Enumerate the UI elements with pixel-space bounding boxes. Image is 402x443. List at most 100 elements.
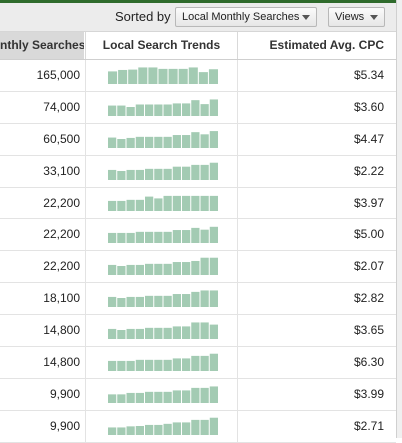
trend-bar	[163, 104, 172, 116]
estimated-avg-cpc-cell: $5.34	[353, 68, 384, 82]
table-row[interactable]: 165,000 $5.34	[0, 60, 396, 92]
trend-bar	[172, 422, 181, 435]
trend-bar	[117, 360, 126, 371]
table-row[interactable]: 60,500 $4.47	[0, 123, 396, 156]
trend-sparkline	[108, 417, 218, 435]
local-monthly-searches-cell: 60,500	[43, 131, 80, 146]
column-header-local-search-trends[interactable]: Local Search Trends	[85, 32, 238, 59]
local-monthly-searches-cell: 18,100	[43, 291, 80, 306]
local-monthly-searches-cell: 9,900	[49, 418, 80, 433]
table-row[interactable]: 14,800 $3.65	[0, 315, 396, 348]
trend-bar	[145, 424, 154, 435]
local-search-trends-cell	[85, 251, 238, 283]
column-header-estimated-avg-cpc[interactable]: Estimated Avg. CPC	[269, 38, 384, 52]
trend-bar	[108, 265, 117, 276]
trend-bar	[209, 353, 218, 371]
trend-bar	[172, 134, 181, 148]
column-header-local-monthly-searches[interactable]: nthly Searches	[0, 32, 84, 59]
vertical-scrollbar[interactable]	[396, 0, 402, 438]
local-monthly-searches-cell: 22,200	[43, 195, 80, 210]
local-search-trends-cell	[85, 91, 238, 123]
trend-bar	[172, 103, 181, 116]
trend-bar	[117, 298, 126, 308]
estimated-avg-cpc-cell: $4.47	[353, 131, 384, 146]
trend-bar	[126, 392, 135, 403]
trend-bar	[135, 425, 144, 435]
trend-bar	[135, 265, 144, 276]
trend-bar	[108, 328, 117, 340]
sort-dropdown[interactable]: Local Monthly Searches	[175, 7, 317, 27]
trend-bar	[182, 166, 191, 180]
trend-bar	[191, 131, 200, 148]
trend-bar	[135, 200, 144, 212]
trend-bar	[108, 427, 117, 435]
trend-sparkline	[108, 322, 218, 340]
local-search-trends-cell	[85, 283, 238, 315]
trend-bar	[154, 232, 163, 244]
trend-bar	[135, 136, 144, 148]
trend-bar	[178, 68, 188, 84]
trend-bar	[126, 426, 135, 435]
local-monthly-searches-cell: 33,100	[43, 163, 80, 178]
estimated-avg-cpc-cell: $3.97	[353, 195, 384, 210]
trend-bar	[163, 295, 172, 308]
trend-bar	[172, 390, 181, 403]
trend-bar	[154, 104, 163, 116]
table-row[interactable]: 22,200 $2.07	[0, 251, 396, 284]
local-search-trends-cell	[85, 155, 238, 187]
table-row[interactable]: 22,200 $3.97	[0, 187, 396, 220]
trend-bar	[135, 359, 144, 371]
table-row[interactable]: 22,200 $5.00	[0, 219, 396, 252]
trend-sparkline	[108, 162, 218, 180]
trend-bar	[191, 355, 200, 371]
trend-bar	[126, 200, 135, 212]
table-row[interactable]: 14,800 $6.30	[0, 347, 396, 379]
trend-bar	[108, 105, 117, 116]
trend-bar	[117, 201, 126, 212]
local-monthly-searches-cell: 165,000	[36, 68, 80, 82]
trend-bar	[172, 196, 181, 212]
trend-bar	[126, 328, 135, 340]
table-row[interactable]: 33,100 $2.22	[0, 155, 396, 188]
views-dropdown[interactable]: Views	[328, 7, 385, 27]
trend-bar	[145, 232, 154, 244]
trend-bar	[209, 324, 218, 340]
estimated-avg-cpc-cell: $3.99	[353, 386, 384, 401]
trend-bar	[172, 166, 181, 180]
trend-bar	[108, 394, 117, 403]
local-search-trends-cell	[85, 123, 238, 155]
estimated-avg-cpc-cell: $2.71	[353, 418, 384, 433]
trend-bar	[163, 264, 172, 276]
local-search-trends-cell	[85, 219, 238, 251]
trend-bar	[200, 257, 209, 276]
table-row[interactable]: 9,900 $3.99	[0, 378, 396, 411]
trend-bar	[126, 360, 135, 371]
trend-bar	[117, 427, 126, 435]
trend-bar	[182, 103, 191, 116]
trend-bar	[182, 262, 191, 276]
trend-bar	[209, 257, 218, 276]
table-row[interactable]: 18,100 $2.82	[0, 283, 396, 316]
trend-bar	[145, 327, 154, 340]
trend-sparkline	[108, 386, 218, 403]
table-row[interactable]: 74,000 $3.60	[0, 91, 396, 124]
trend-bar	[209, 386, 218, 403]
trend-bar	[145, 264, 154, 276]
trend-bar	[108, 297, 117, 308]
estimated-avg-cpc-cell: $5.00	[353, 227, 384, 242]
trend-bar	[126, 297, 135, 308]
local-monthly-searches-cell: 74,000	[43, 99, 80, 114]
trend-bar	[145, 168, 154, 180]
estimated-avg-cpc-cell: $2.22	[353, 163, 384, 178]
estimated-avg-cpc-cell: $6.30	[353, 355, 384, 370]
trend-bar	[168, 68, 178, 84]
trend-bar	[135, 392, 144, 403]
trend-bar	[191, 261, 200, 276]
trend-bar	[145, 104, 154, 116]
trend-bar	[163, 359, 172, 371]
trend-bar	[182, 422, 191, 435]
trend-bar	[148, 67, 158, 84]
trend-bar	[200, 387, 209, 403]
trend-bar	[200, 103, 209, 116]
estimated-avg-cpc-cell: $3.65	[353, 323, 384, 338]
